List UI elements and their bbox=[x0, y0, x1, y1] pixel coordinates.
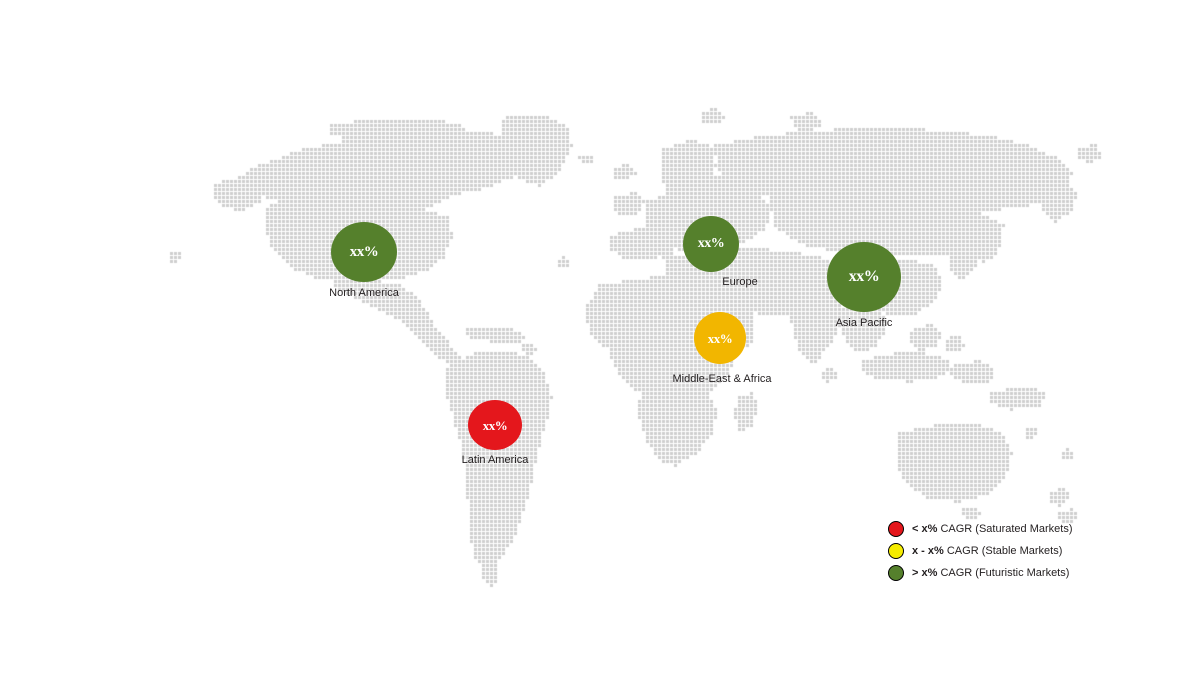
legend-dot-stable-icon bbox=[888, 543, 904, 559]
legend-description-saturated: CAGR (Saturated Markets) bbox=[937, 523, 1073, 535]
legend: < x% CAGR (Saturated Markets) x - x% CAGR… bbox=[888, 518, 1088, 584]
region-label-asia-pacific: Asia Pacific bbox=[835, 317, 893, 329]
region-bubble-value: xx% bbox=[697, 236, 725, 251]
region-bubble-latin-america[interactable]: xx% bbox=[468, 400, 522, 450]
legend-range-saturated: < x% bbox=[912, 523, 938, 535]
region-bubble-value: xx% bbox=[707, 330, 733, 346]
legend-label-stable: x - x% CAGR (Stable Markets) bbox=[912, 545, 1062, 557]
legend-label-futuristic: > x% CAGR (Futuristic Markets) bbox=[912, 567, 1069, 579]
region-label-europe: Europe bbox=[722, 276, 758, 288]
region-bubble-value: xx% bbox=[482, 417, 508, 433]
legend-item-saturated[interactable]: < x% CAGR (Saturated Markets) bbox=[888, 518, 1088, 540]
region-bubble-europe[interactable]: xx% bbox=[683, 216, 739, 272]
legend-item-futuristic[interactable]: > x% CAGR (Futuristic Markets) bbox=[888, 562, 1088, 584]
legend-item-stable[interactable]: x - x% CAGR (Stable Markets) bbox=[888, 540, 1088, 562]
region-label-north-america: North America bbox=[329, 287, 399, 299]
legend-range-stable: x - x% bbox=[912, 545, 944, 557]
legend-dot-futuristic-icon bbox=[888, 565, 904, 581]
region-bubble-value: xx% bbox=[349, 243, 379, 260]
region-label-middle-east-africa: Middle-East & Africa bbox=[672, 373, 772, 385]
legend-label-saturated: < x% CAGR (Saturated Markets) bbox=[912, 523, 1072, 535]
region-bubble-middle-east-africa[interactable]: xx% bbox=[694, 312, 746, 364]
region-label-latin-america: Latin America bbox=[461, 454, 529, 466]
region-bubble-asia-pacific[interactable]: xx% bbox=[827, 242, 901, 312]
region-bubble-value: xx% bbox=[848, 268, 880, 285]
legend-range-futuristic: > x% bbox=[912, 567, 938, 579]
region-bubble-north-america[interactable]: xx% bbox=[331, 222, 397, 282]
legend-description-futuristic: CAGR (Futuristic Markets) bbox=[937, 567, 1070, 579]
legend-description-stable: CAGR (Stable Markets) bbox=[943, 545, 1063, 557]
legend-dot-saturated-icon bbox=[888, 521, 904, 537]
